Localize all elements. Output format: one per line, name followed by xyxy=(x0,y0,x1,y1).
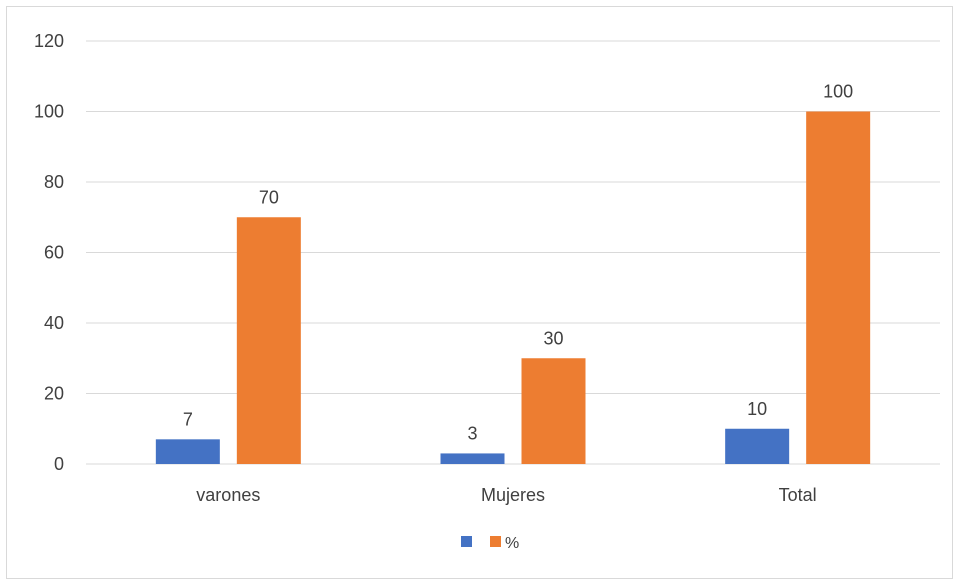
bar-series1-mujeres xyxy=(440,453,505,464)
x-tick-label: Total xyxy=(779,485,817,505)
data-label: 10 xyxy=(747,399,767,419)
legend-swatch xyxy=(490,536,501,547)
bar-series1-total xyxy=(725,428,790,464)
legend-swatch xyxy=(461,536,472,547)
chart-frame xyxy=(6,6,953,579)
bar-percent-total xyxy=(806,111,871,464)
bars xyxy=(155,111,871,464)
legend: % xyxy=(461,535,519,552)
data-label: 30 xyxy=(543,328,563,348)
gridlines xyxy=(86,40,940,465)
x-tick-label: varones xyxy=(196,485,260,505)
bar-percent-mujeres xyxy=(521,358,586,464)
bar-percent-varones xyxy=(236,217,301,464)
y-tick-label: 60 xyxy=(44,243,64,263)
x-axis-tick-labels: varones Mujeres Total xyxy=(196,485,816,505)
y-tick-label: 100 xyxy=(34,102,64,122)
bar-series1-varones xyxy=(155,439,220,464)
y-axis-tick-labels: 0 20 40 60 80 100 120 xyxy=(34,31,64,474)
legend-label: % xyxy=(505,535,519,552)
y-tick-label: 80 xyxy=(44,172,64,192)
y-tick-label: 40 xyxy=(44,313,64,333)
data-label: 100 xyxy=(823,82,853,102)
data-label: 7 xyxy=(183,409,193,429)
data-label: 70 xyxy=(259,187,279,207)
y-tick-label: 120 xyxy=(34,31,64,51)
y-tick-label: 20 xyxy=(44,384,64,404)
x-tick-label: Mujeres xyxy=(481,485,545,505)
data-label: 3 xyxy=(467,423,477,443)
data-labels: 7 70 3 30 10 100 xyxy=(183,82,853,444)
y-tick-label: 0 xyxy=(54,454,64,474)
